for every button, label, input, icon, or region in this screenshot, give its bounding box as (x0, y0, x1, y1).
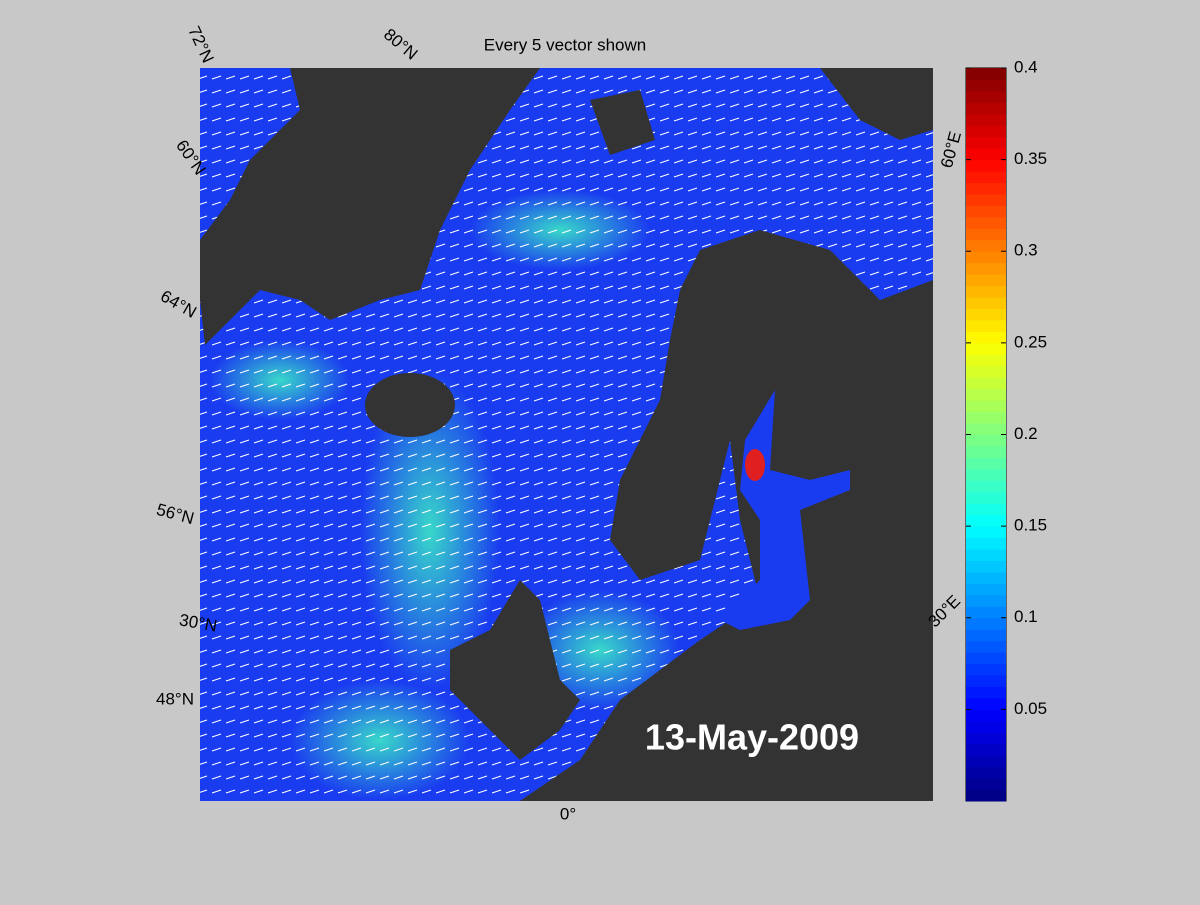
colorbar-cell (966, 400, 1006, 413)
colorbar-cell (966, 239, 1006, 252)
colorbar-cell (966, 709, 1006, 722)
colorbar-cell (966, 537, 1006, 550)
colorbar-cell (966, 617, 1006, 630)
land-russia (820, 68, 933, 140)
colorbar-cell (966, 331, 1006, 344)
land-greenland (200, 68, 540, 345)
colorbar-cell (966, 216, 1006, 229)
colorbar-cell (966, 228, 1006, 241)
colorbar-tick-label: 0.2 (1014, 424, 1038, 443)
colorbar-cell (966, 697, 1006, 710)
map: 13-May-2009 (200, 68, 933, 801)
colorbar-cell (966, 148, 1006, 161)
colorbar-cell (966, 308, 1006, 321)
colorbar-tick-label: 0.1 (1014, 607, 1038, 626)
colorbar-cell (966, 193, 1006, 206)
colorbar-cell (966, 503, 1006, 516)
graticule-label: 48°N (156, 689, 194, 708)
colorbar-cell (966, 319, 1006, 332)
colorbar-cell (966, 171, 1006, 184)
colorbar-cell (966, 342, 1006, 355)
colorbar-cell (966, 549, 1006, 561)
colorbar-cell (966, 354, 1006, 367)
graticule-label: 0° (560, 804, 576, 823)
colorbar: 0.05 0.1 0.15 0.2 0.25 0.3 0.35 0.4 (966, 57, 1047, 802)
colorbar-cell (966, 526, 1006, 539)
colorbar-cell (966, 766, 1006, 779)
colorbar-tick-label: 0.05 (1014, 699, 1047, 718)
colorbar-cell (966, 652, 1006, 665)
colorbar-tick-label: 0.35 (1014, 149, 1047, 168)
colorbar-cell (966, 251, 1006, 264)
colorbar-cell (966, 789, 1006, 802)
colorbar-cell (966, 606, 1006, 619)
colorbar-cell (966, 159, 1006, 172)
colorbar-cell (966, 755, 1006, 768)
colorbar-cell (966, 297, 1006, 310)
land-scandinavia (520, 230, 933, 801)
colorbar-tick-label: 0.15 (1014, 516, 1047, 535)
colorbar-cell (966, 732, 1006, 745)
colorbar-cell (966, 125, 1006, 138)
colorbar-cell (966, 663, 1006, 676)
colorbar-cell (966, 423, 1006, 435)
colorbar-cell (966, 68, 1006, 80)
colorbar-cell (966, 434, 1006, 447)
colorbar-cell (966, 411, 1006, 424)
colorbar-cell (966, 468, 1006, 481)
colorbar-cell (966, 743, 1006, 756)
colorbar-cell (966, 571, 1006, 584)
colorbar-cell (966, 205, 1006, 218)
colorbar-cell (966, 640, 1006, 653)
colorbar-cell (966, 113, 1006, 126)
colorbar-cell (966, 90, 1006, 103)
colorbar-cell (966, 377, 1006, 390)
colorbar-cell (966, 720, 1006, 733)
colorbar-tick-label: 0.25 (1014, 332, 1047, 351)
colorbar-cell (966, 629, 1006, 642)
colorbar-tick-label: 0.3 (1014, 241, 1038, 260)
colorbar-cell (966, 388, 1006, 401)
colorbar-cell (966, 365, 1006, 378)
colorbar-cell (966, 262, 1006, 275)
land-iceland (365, 373, 455, 437)
map-title: Every 5 vector shown (484, 35, 647, 54)
colorbar-cell (966, 285, 1006, 298)
colorbar-cell (966, 583, 1006, 596)
baltic-hotspot (745, 449, 765, 481)
colorbar-cell (966, 182, 1006, 195)
date-label: 13-May-2009 (645, 717, 859, 758)
land-britain (450, 580, 580, 760)
colorbar-cell (966, 480, 1006, 493)
colorbar-cell (966, 514, 1006, 527)
colorbar-cell (966, 79, 1006, 92)
land-svalbard (590, 90, 655, 155)
colorbar-cell (966, 594, 1006, 607)
colorbar-cell (966, 491, 1006, 504)
colorbar-cell (966, 274, 1006, 287)
colorbar-cell (966, 102, 1006, 115)
colorbar-cell (966, 445, 1006, 458)
colorbar-cell (966, 560, 1006, 573)
colorbar-cell (966, 457, 1006, 470)
colorbar-tick-label: 0.4 (1014, 57, 1038, 76)
colorbar-cell (966, 675, 1006, 687)
colorbar-cell (966, 778, 1006, 791)
colorbar-cell (966, 136, 1006, 149)
colorbar-cell (966, 686, 1006, 699)
